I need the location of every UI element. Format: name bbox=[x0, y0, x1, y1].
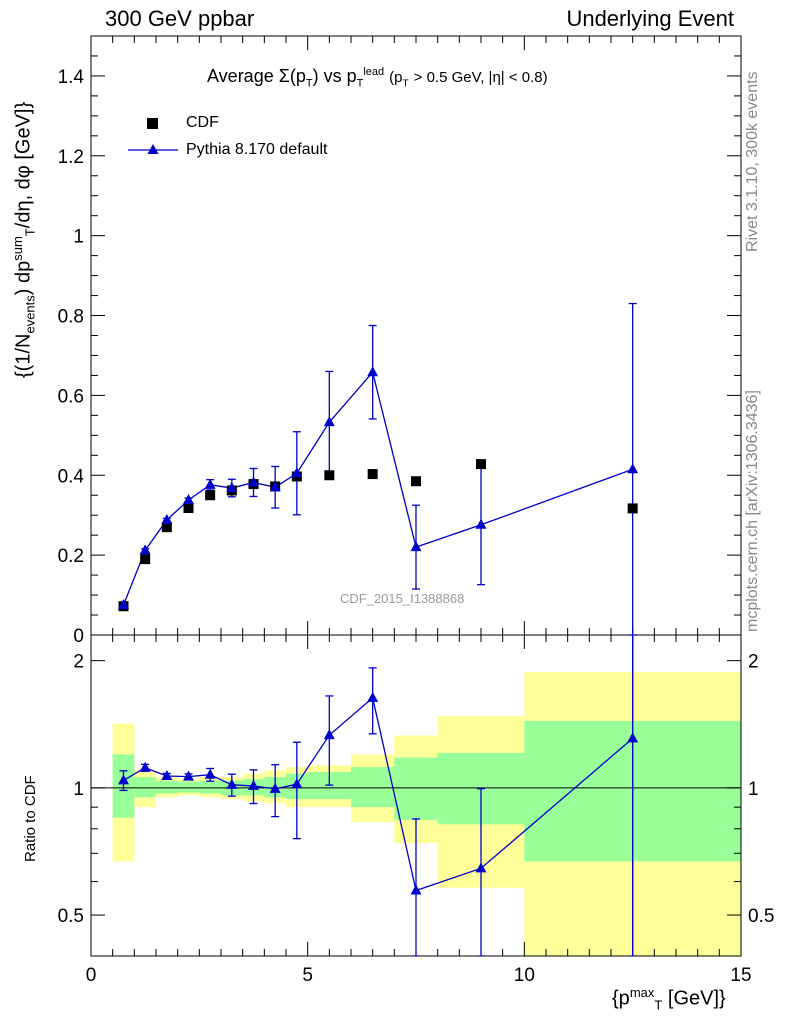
ratio-point-3 bbox=[183, 770, 194, 781]
ratio-tick-label-left: 1 bbox=[73, 779, 84, 800]
ratio-y-axis-label: Ratio to CDF bbox=[22, 775, 39, 862]
ylabel-t: T bbox=[22, 228, 38, 237]
legend-cdf-label: CDF bbox=[186, 114, 219, 131]
y-tick-label: 0.2 bbox=[58, 546, 84, 567]
title-cut-rest: > 0.5 GeV, |η| < 0.8) bbox=[413, 69, 548, 86]
xlabel-close: [GeV]} bbox=[667, 987, 726, 1010]
mcplots-label: mcplots.cern.ch [arXiv:1306.3436] bbox=[744, 390, 761, 632]
y-tick-label: 0.4 bbox=[58, 466, 85, 487]
title-cut: (p bbox=[389, 69, 403, 86]
ratio-tick-label-left: 0.5 bbox=[58, 906, 84, 927]
y-tick-label: 0.6 bbox=[58, 386, 84, 407]
title-sub-t3: T bbox=[402, 78, 409, 90]
y-tick-label: 1.4 bbox=[58, 67, 85, 88]
ratio-band-inner-2 bbox=[156, 780, 178, 794]
xlabel-max: max bbox=[629, 985, 655, 1000]
pythia-point-11 bbox=[410, 541, 422, 552]
y-tick-label: 1.2 bbox=[58, 147, 84, 168]
y-axis-label: {(1/Nevents) dpsumT/dη, dφ [GeV]} bbox=[10, 102, 38, 378]
ratio-point-8 bbox=[291, 778, 303, 789]
y-tick-label: 0 bbox=[73, 626, 84, 647]
cdf-point-11 bbox=[411, 476, 421, 487]
pythia-point-7 bbox=[269, 481, 281, 492]
title-sigma: Σ(p bbox=[278, 66, 306, 86]
x-axis-label: {pmaxT [GeV]} bbox=[612, 985, 726, 1013]
legend-pythia-label: Pythia 8.170 default bbox=[186, 141, 328, 158]
x-tick-label: 15 bbox=[730, 965, 751, 986]
y-tick-label: 0.8 bbox=[58, 307, 84, 328]
ratio-point-11 bbox=[410, 884, 422, 895]
cdf-point-2 bbox=[161, 522, 172, 533]
title-average: Average bbox=[207, 66, 274, 86]
ratio-band-inner-4 bbox=[199, 780, 221, 794]
legend-cdf-marker bbox=[147, 118, 158, 129]
title-sup-lead: lead bbox=[363, 66, 385, 78]
title-sub-t2: T bbox=[356, 77, 364, 90]
pythia-point-0 bbox=[118, 599, 129, 610]
pythia-point-1 bbox=[139, 544, 151, 555]
cdf-point-10 bbox=[367, 469, 378, 480]
pythia-line bbox=[122, 370, 633, 606]
ylabel-start: {(1/N bbox=[12, 333, 35, 378]
analysis-label: Underlying Event bbox=[566, 6, 734, 31]
ratio-point-2 bbox=[161, 770, 173, 781]
cdf-point-12 bbox=[476, 459, 486, 470]
cdf-point-9 bbox=[324, 470, 335, 481]
ratio-point-1 bbox=[139, 761, 151, 772]
ratio-band-inner-3 bbox=[177, 781, 200, 793]
pythia-point-3 bbox=[183, 494, 194, 505]
ratio-band-inner-10 bbox=[351, 767, 395, 808]
ylabel-mid: ) dp bbox=[12, 260, 35, 296]
legend-pythia-marker bbox=[147, 144, 159, 154]
ratio-point-9 bbox=[323, 729, 335, 740]
ratio-point-0 bbox=[118, 774, 129, 785]
ylabel-sum: sum bbox=[10, 236, 25, 261]
cdf-point-3 bbox=[183, 503, 194, 514]
title-sub-t1: T bbox=[305, 77, 313, 90]
x-tick-label: 0 bbox=[86, 965, 97, 986]
ratio-tick-label-left: 2 bbox=[73, 652, 84, 673]
pythia-point-2 bbox=[161, 513, 173, 524]
pythia-point-12 bbox=[475, 518, 487, 529]
pythia-point-13 bbox=[627, 463, 639, 474]
pythia-point-8 bbox=[291, 467, 303, 478]
ratio-point-6 bbox=[248, 779, 259, 790]
pythia-point-4 bbox=[204, 478, 216, 489]
xlabel-open: {p bbox=[612, 987, 630, 1010]
ratio-point-12 bbox=[475, 862, 487, 873]
y-tick-label: 1 bbox=[73, 227, 84, 248]
ratio-point-10 bbox=[367, 691, 379, 702]
ratio-band-inner-11 bbox=[394, 757, 438, 820]
cdf-point-13 bbox=[627, 503, 638, 514]
ratio-line bbox=[123, 696, 634, 892]
ratio-point-5 bbox=[226, 778, 238, 789]
cdf-point-4 bbox=[205, 490, 216, 501]
ylabel-events: events bbox=[22, 295, 38, 334]
x-tick-label: 10 bbox=[514, 965, 535, 986]
xlabel-t: T bbox=[654, 997, 663, 1013]
pythia-point-10 bbox=[367, 366, 379, 377]
ratio-tick-label-right: 0.5 bbox=[748, 906, 774, 927]
ylabel-end: /dη, dφ [GeV]} bbox=[12, 101, 35, 229]
ratio-tick-label-right: 1 bbox=[748, 779, 759, 800]
plot-title: Average Σ(pT) vs pTlead (pT > 0.5 GeV, |… bbox=[207, 66, 548, 90]
ratio-tick-label-right: 2 bbox=[748, 652, 759, 673]
ratio-point-7 bbox=[269, 782, 281, 793]
pythia-point-9 bbox=[323, 416, 335, 427]
x-tick-label: 5 bbox=[302, 965, 313, 986]
analysis-watermark: CDF_2015_I1388868 bbox=[340, 591, 465, 606]
title-vs: ) vs p bbox=[312, 66, 357, 86]
cdf-point-1 bbox=[140, 554, 151, 565]
pythia-point-6 bbox=[248, 476, 259, 487]
pythia-point-5 bbox=[226, 482, 238, 493]
ratio-point-4 bbox=[204, 768, 216, 779]
ratio-band-inner-1 bbox=[134, 777, 156, 798]
rivet-label: Rivet 3.1.10, 300k events bbox=[744, 71, 761, 252]
process-label: 300 GeV ppbar bbox=[105, 6, 255, 31]
